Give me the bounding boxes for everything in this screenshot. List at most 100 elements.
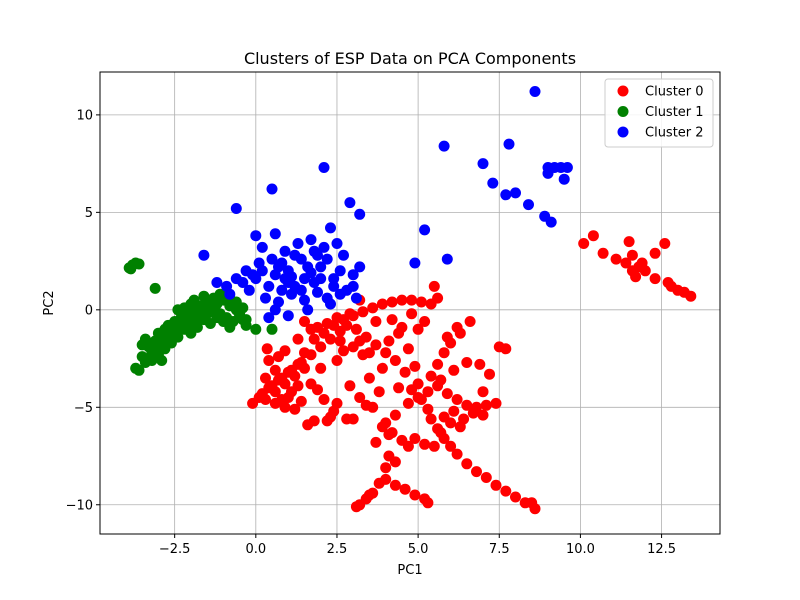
- data-point: [578, 238, 590, 249]
- data-point: [435, 374, 447, 386]
- data-point: [438, 140, 450, 152]
- data-point: [409, 360, 421, 372]
- series-0: [247, 230, 697, 515]
- data-point: [380, 347, 392, 359]
- data-point: [302, 304, 314, 316]
- data-point: [428, 280, 440, 292]
- data-point: [282, 366, 294, 378]
- data-point: [198, 249, 210, 261]
- data-point: [321, 415, 333, 427]
- data-point: [224, 288, 236, 300]
- data-point: [328, 280, 340, 292]
- data-point: [334, 335, 346, 347]
- data-point: [331, 238, 343, 249]
- data-point: [261, 343, 273, 355]
- data-point: [402, 440, 414, 452]
- data-point: [318, 241, 330, 253]
- data-point: [266, 323, 278, 335]
- x-tick-label: 7.5: [489, 542, 510, 557]
- data-point: [292, 238, 304, 249]
- data-point: [484, 368, 495, 380]
- data-point: [136, 351, 148, 363]
- data-point: [224, 300, 236, 312]
- data-point: [623, 236, 635, 248]
- plot-frame: [99, 71, 721, 535]
- data-point: [269, 228, 281, 240]
- data-point: [422, 386, 434, 398]
- data-point: [292, 333, 304, 345]
- data-point: [412, 323, 424, 335]
- data-point: [396, 321, 408, 333]
- data-point: [341, 413, 353, 425]
- data-point: [480, 472, 492, 483]
- data-point: [480, 399, 492, 411]
- data-point: [263, 382, 275, 394]
- data-point: [545, 216, 557, 228]
- data-point: [321, 292, 333, 304]
- data-point: [302, 419, 314, 431]
- data-point: [370, 316, 382, 327]
- data-point: [464, 316, 476, 327]
- data-point: [412, 392, 424, 403]
- data-point: [299, 316, 310, 327]
- data-point: [299, 347, 310, 359]
- data-point: [510, 187, 521, 199]
- data-point: [338, 249, 349, 261]
- data-point: [318, 394, 330, 405]
- y-tick-label: 0: [85, 303, 93, 318]
- data-point: [454, 421, 466, 433]
- data-point: [295, 395, 307, 407]
- data-point: [266, 183, 278, 195]
- data-points: [123, 86, 697, 515]
- data-point: [406, 294, 418, 306]
- data-point: [490, 479, 502, 491]
- data-point: [318, 162, 330, 173]
- data-point: [419, 224, 431, 236]
- data-point: [279, 345, 291, 357]
- data-point: [331, 355, 343, 366]
- data-point: [402, 397, 414, 409]
- data-point: [312, 384, 323, 396]
- series-2: [198, 86, 573, 324]
- data-point: [325, 222, 336, 234]
- y-tick-label: 5: [85, 206, 93, 221]
- data-point: [477, 158, 489, 170]
- data-point: [370, 339, 382, 351]
- data-point: [409, 257, 421, 269]
- data-point: [354, 261, 366, 273]
- data-point: [490, 397, 502, 409]
- data-point: [526, 497, 538, 509]
- data-point: [383, 429, 395, 441]
- data-point: [685, 290, 697, 302]
- data-point: [441, 331, 453, 343]
- series-1: [123, 257, 278, 376]
- data-point: [227, 316, 239, 327]
- data-point: [273, 261, 284, 273]
- data-point: [373, 477, 385, 489]
- data-point: [354, 392, 366, 403]
- data-point: [305, 323, 317, 335]
- data-point: [363, 372, 375, 384]
- data-point: [204, 294, 216, 306]
- data-point: [393, 382, 405, 394]
- data-point: [419, 316, 431, 327]
- data-point: [445, 417, 457, 429]
- data-point: [649, 273, 661, 285]
- data-point: [363, 489, 375, 501]
- data-point: [350, 292, 362, 304]
- data-point: [279, 245, 291, 257]
- data-point: [276, 394, 288, 405]
- data-point: [299, 294, 310, 306]
- data-point: [428, 440, 440, 452]
- data-point: [461, 399, 473, 411]
- data-point: [451, 321, 463, 333]
- data-point: [441, 388, 453, 400]
- data-point: [289, 280, 301, 292]
- data-point: [269, 364, 281, 376]
- data-point: [276, 284, 288, 296]
- data-point: [620, 257, 632, 269]
- data-point: [435, 427, 447, 439]
- data-point: [406, 308, 418, 320]
- data-point: [503, 138, 515, 150]
- data-point: [561, 162, 573, 173]
